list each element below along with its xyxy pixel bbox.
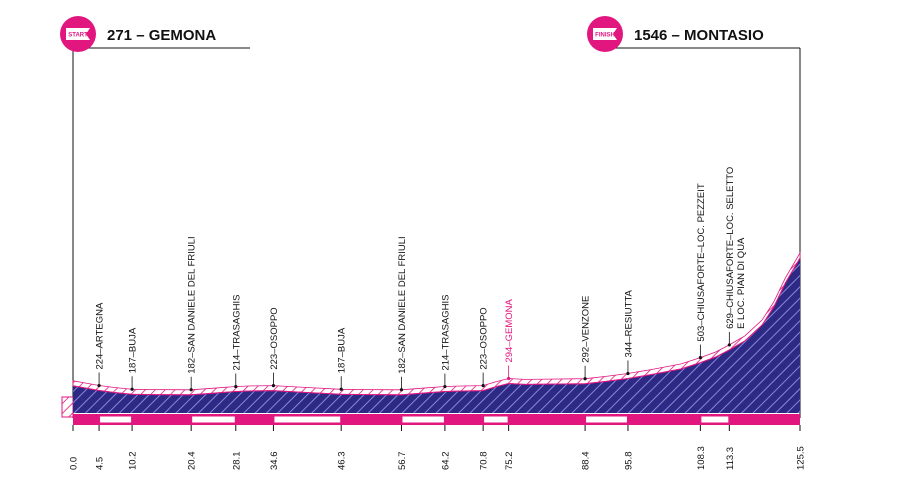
km-tick-label: 75.2 [504,452,515,471]
waypoint-label: 223–OSOPPO [269,307,280,369]
waypoint-dot [97,383,101,388]
km-tick-label: 64.2 [440,452,451,471]
waypoint-labels: 224–ARTEGNA 187–BUJA 182–SAN DANIELE DEL F… [95,167,747,392]
start-badge: START [60,16,96,52]
waypoint-label: 224–ARTEGNA [95,302,106,370]
distance-bar-segment [100,416,132,423]
waypoint-dot [626,371,630,376]
km-tick-label: 4.5 [95,457,106,470]
distance-bar-segment [192,416,235,423]
km-tick-label: 95.8 [623,452,634,471]
distance-bar-segment [586,416,627,423]
distance-bar-segment [701,416,729,423]
waypoint-label: 503–CHIUSAFORTE–LOC. PEZZEIT [696,183,707,341]
start-flag-icon [66,28,90,40]
km-tick-label: 20.4 [187,452,198,471]
km-tick-label: 0.0 [69,457,80,470]
waypoint-dot [443,384,447,389]
distance-bar-segment [274,416,341,423]
waypoint-dot [339,387,343,391]
km-tick-label: 125.5 [796,446,807,470]
waypoint-label: 182–SAN DANIELE DEL FRIULI [397,236,408,373]
km-axis: 0.0 4.5 10.2 20.4 28.1 34.6 46.3 56.7 64.2 70.8 75… [69,425,807,470]
waypoint-label: 223–OSOPPO [479,307,490,369]
waypoint-label: E LOC. PIAN DI QUA [736,237,747,329]
km-tick-label: 70.8 [479,452,490,471]
waypoint-label: 187–BUJA [128,327,139,373]
waypoint-dot [130,387,134,391]
finish-badge-text: FINISH [595,32,615,38]
waypoint-label: 344–RESIUTTA [623,289,634,357]
profile-area-group [72,251,801,413]
waypoint-dot [271,384,276,388]
distance-bar-segment [484,416,508,423]
profile-area [73,258,800,413]
waypoint-label: 214–TRASAGHIS [231,294,242,370]
finish-flag-icon [593,28,617,40]
km-tick-label: 28.1 [231,452,242,471]
waypoint-dot [481,384,485,388]
waypoint-dot [507,376,511,381]
waypoint-label: 214–TRASAGHIS [440,294,451,370]
waypoint-dot [189,388,193,392]
waypoint-label: 187–BUJA [337,327,348,373]
km-tick-label: 34.6 [269,452,280,471]
waypoint-dot [399,388,404,392]
distance-bar-segment [402,416,444,423]
waypoint-dot [698,355,702,360]
start-block [61,396,74,418]
km-tick-label: 88.4 [581,452,592,471]
km-tick-label: 46.3 [337,452,348,471]
waypoint-dot [234,384,238,389]
distance-bar [73,414,800,425]
waypoint-dot [727,343,731,347]
waypoint-label: 629–CHIUSAFORTE–LOC. SELETTO [725,167,736,329]
profile-line [72,257,801,396]
finish-label: 1546 – MONTASIO [634,27,764,44]
waypoint-dot [583,377,587,381]
finish-badge: FINISH [587,16,623,52]
start-label: 271 – GEMONA [107,27,216,44]
km-tick-label: 56.7 [397,452,408,471]
waypoint-label: 294–GEMONA [504,299,515,363]
km-tick-label: 108.3 [696,446,707,470]
waypoint-label: 182–SAN DANIELE DEL FRIULI [187,236,198,373]
start-badge-text: START [68,32,88,38]
km-tick-label: 113.3 [725,447,736,470]
km-tick-label: 10.2 [128,452,139,471]
waypoint-label: 292–VENZONE [581,296,592,363]
